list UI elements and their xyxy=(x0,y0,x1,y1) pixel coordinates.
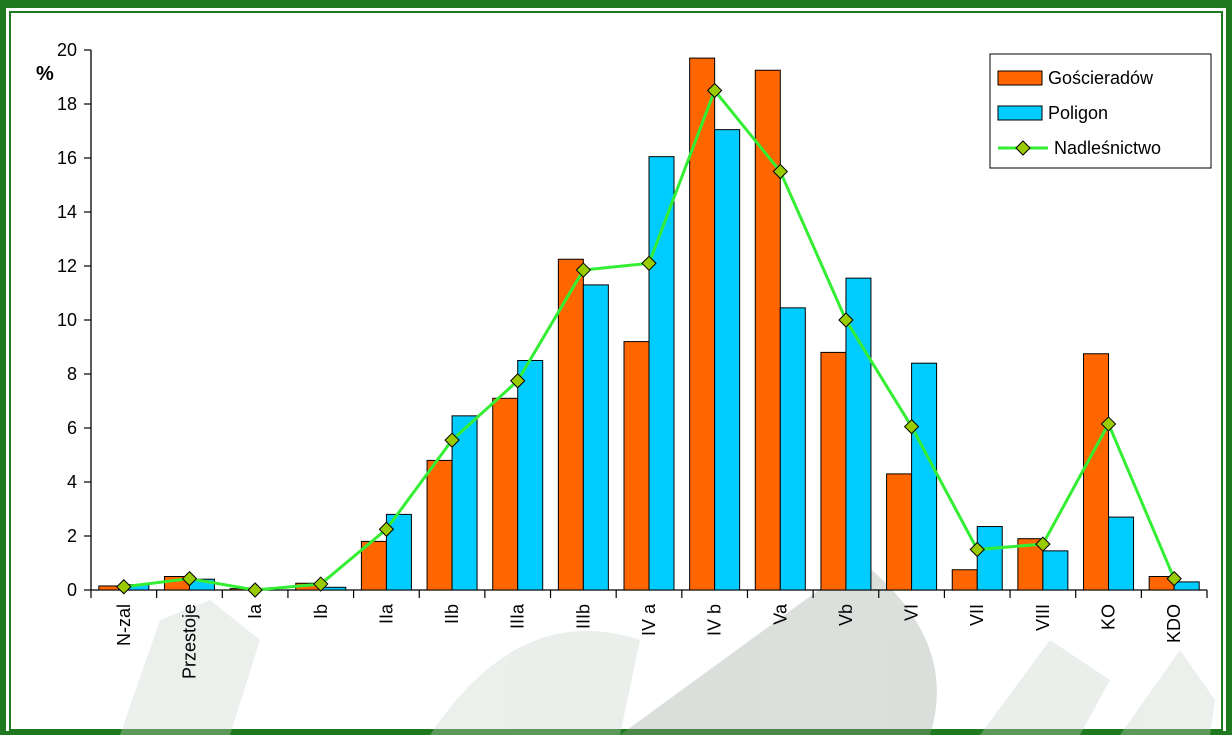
y-tick-label: 10 xyxy=(57,310,77,330)
legend-label: Poligon xyxy=(1048,103,1108,123)
y-tick-label: 14 xyxy=(57,202,77,222)
line-series xyxy=(116,82,1182,598)
y-tick-label: 8 xyxy=(67,364,77,384)
x-tick-label: Ia xyxy=(245,603,265,619)
bar xyxy=(557,258,584,591)
line-marker xyxy=(1100,416,1117,432)
x-tick-label: VI xyxy=(902,604,922,621)
x-tick-label: IIb xyxy=(442,604,462,624)
line-marker xyxy=(444,432,460,448)
y-tick-label: 18 xyxy=(57,94,77,114)
line-marker xyxy=(772,163,789,180)
y-tick-label: 4 xyxy=(67,472,77,492)
line-marker xyxy=(116,579,132,595)
line-marker xyxy=(969,541,985,558)
line-marker xyxy=(313,576,329,592)
bar xyxy=(451,415,478,591)
line-marker xyxy=(181,570,198,587)
x-tick-label: IV b xyxy=(705,604,725,636)
x-tick-label: IIIa xyxy=(508,603,528,629)
bar xyxy=(1083,353,1110,591)
legend-marker xyxy=(1015,140,1031,156)
x-tick-label: Ib xyxy=(311,604,331,619)
bar xyxy=(951,569,978,591)
x-tick-label: N-zal xyxy=(114,604,134,646)
bar xyxy=(360,540,387,591)
bar xyxy=(582,284,609,591)
x-tick-label: IIIb xyxy=(573,604,593,629)
bar xyxy=(779,307,806,591)
x-tick-label: IV a xyxy=(639,603,659,636)
line-marker xyxy=(575,262,592,278)
legend-label: Gościeradów xyxy=(1048,68,1154,88)
bar xyxy=(648,156,675,591)
x-tick-label: Przestoje xyxy=(179,604,199,679)
bar xyxy=(714,129,741,591)
bar xyxy=(517,360,544,591)
y-tick-label: 20 xyxy=(57,40,77,60)
x-tick-label: Va xyxy=(770,603,790,625)
x-tick-label: VII xyxy=(967,604,987,626)
bar xyxy=(1042,550,1069,591)
bar xyxy=(911,362,938,591)
bar xyxy=(886,473,913,591)
legend-swatch xyxy=(997,105,1043,121)
legend: Gościeradów Poligon Nadleśnictwo xyxy=(989,53,1212,169)
bar xyxy=(1108,516,1135,591)
y-tick-label: 0 xyxy=(67,580,77,600)
y-unit-label: % xyxy=(36,63,54,85)
x-tick-label: KDO xyxy=(1164,604,1184,643)
x-tick-label: VIII xyxy=(1033,604,1053,631)
line-marker xyxy=(641,255,657,272)
line-marker xyxy=(378,521,395,537)
bar xyxy=(689,57,716,591)
bar xyxy=(976,526,1003,591)
y-tick-label: 6 xyxy=(67,418,77,438)
line-marker xyxy=(903,418,920,435)
x-tick-label: KO xyxy=(1099,604,1119,630)
bar xyxy=(1173,581,1200,591)
line-marker xyxy=(1166,570,1182,587)
bar xyxy=(820,351,847,591)
watermark xyxy=(120,560,1215,735)
tick-labels: 0 2 4 6 8 10 12 14 16 18 20 N-zal Przestoje Ia Ib IIa II… xyxy=(57,40,1184,679)
bar xyxy=(426,459,453,591)
legend-label: Nadleśnictwo xyxy=(1054,138,1161,158)
line-marker xyxy=(838,312,854,328)
x-tick-label: IIa xyxy=(376,603,396,624)
y-tick-label: 16 xyxy=(57,148,77,168)
inner-frame xyxy=(9,11,1223,731)
bars xyxy=(98,57,1200,591)
line-marker xyxy=(247,582,263,598)
x-tick-label: Vb xyxy=(836,604,856,626)
legend-swatch xyxy=(997,70,1043,86)
bar xyxy=(754,69,781,591)
bar xyxy=(623,341,650,591)
bar xyxy=(492,397,519,591)
bar xyxy=(845,277,872,591)
line-marker xyxy=(509,373,526,389)
line-marker xyxy=(1035,536,1051,552)
line-marker xyxy=(706,82,723,99)
y-tick-label: 12 xyxy=(57,256,77,276)
y-tick-label: 2 xyxy=(67,526,77,546)
